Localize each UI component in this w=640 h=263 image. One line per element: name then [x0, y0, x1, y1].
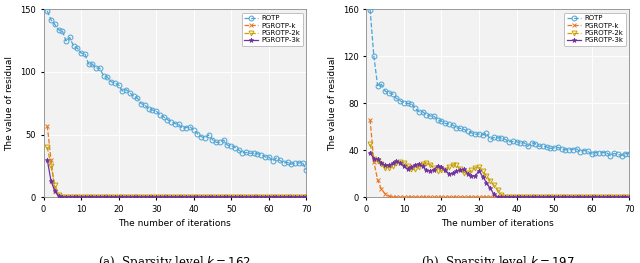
Legend: ROTP, PGROTP-k, PGROTP-2k, PGROTP-3k: ROTP, PGROTP-k, PGROTP-2k, PGROTP-3k [564, 13, 626, 46]
PGROTP-3k [66, 196, 74, 199]
PGROTP-3k [126, 196, 134, 199]
X-axis label: The number of iterations: The number of iterations [118, 219, 231, 229]
PGROTP-3k [190, 196, 198, 199]
PGROTP-3k [494, 196, 502, 199]
PGROTP-2k [108, 196, 115, 199]
ROTP [400, 101, 408, 104]
ROTP [265, 155, 273, 158]
PGROTP-k [265, 196, 273, 199]
PGROTP-3k [591, 196, 599, 199]
Line: PGROTP-k: PGROTP-k [367, 117, 632, 200]
Line: PGROTP-2k: PGROTP-2k [45, 145, 308, 200]
Legend: ROTP, PGROTP-k, PGROTP-2k, PGROTP-3k: ROTP, PGROTP-k, PGROTP-2k, PGROTP-3k [241, 13, 303, 46]
Line: PGROTP-2k: PGROTP-2k [367, 142, 632, 200]
ROTP [625, 152, 633, 155]
ROTP [186, 125, 194, 128]
PGROTP-2k [44, 145, 51, 149]
PGROTP-3k [513, 196, 520, 199]
ROTP [509, 140, 516, 143]
PGROTP-k [66, 196, 74, 199]
PGROTP-2k [625, 196, 633, 199]
ROTP [445, 123, 452, 126]
PGROTP-k [588, 196, 595, 199]
PGROTP-2k [513, 196, 520, 199]
PGROTP-k [108, 196, 115, 199]
ROTP [618, 154, 625, 157]
PGROTP-3k [108, 196, 115, 199]
PGROTP-3k [269, 196, 276, 199]
PGROTP-2k [269, 196, 276, 199]
ROTP [588, 152, 595, 155]
PGROTP-k [404, 196, 412, 199]
PGROTP-k [591, 196, 599, 199]
PGROTP-2k [400, 161, 408, 164]
Line: ROTP: ROTP [45, 8, 308, 173]
PGROTP-2k [303, 196, 310, 199]
ROTP [303, 169, 310, 172]
PGROTP-3k [588, 196, 595, 199]
PGROTP-k [366, 118, 374, 121]
PGROTP-2k [366, 143, 374, 146]
PGROTP-2k [445, 165, 452, 169]
PGROTP-k [625, 196, 633, 199]
Text: (b)  Sparsity level $k = 197$: (b) Sparsity level $k = 197$ [421, 254, 575, 263]
PGROTP-2k [591, 196, 599, 199]
PGROTP-k [449, 196, 456, 199]
PGROTP-2k [426, 163, 434, 166]
Y-axis label: The value of residual: The value of residual [328, 56, 337, 151]
PGROTP-k [190, 196, 198, 199]
PGROTP-k [81, 196, 88, 199]
Line: PGROTP-k: PGROTP-k [45, 123, 308, 200]
PGROTP-3k [426, 169, 434, 173]
PGROTP-k [400, 196, 408, 199]
ROTP [122, 88, 130, 91]
PGROTP-2k [190, 196, 198, 199]
PGROTP-2k [62, 196, 70, 199]
ROTP [111, 82, 118, 85]
PGROTP-3k [81, 196, 88, 199]
ROTP [366, 8, 374, 11]
ROTP [584, 150, 591, 153]
ROTP [44, 9, 51, 12]
X-axis label: The number of iterations: The number of iterations [442, 219, 554, 229]
Line: PGROTP-3k: PGROTP-3k [45, 157, 308, 200]
PGROTP-3k [303, 196, 310, 199]
ROTP [426, 114, 434, 118]
ROTP [104, 76, 111, 79]
PGROTP-3k [44, 158, 51, 161]
PGROTP-k [303, 196, 310, 199]
ROTP [261, 155, 269, 158]
PGROTP-2k [588, 196, 595, 199]
PGROTP-3k [625, 196, 633, 199]
PGROTP-3k [400, 165, 408, 168]
PGROTP-k [513, 196, 520, 199]
PGROTP-3k [265, 196, 273, 199]
PGROTP-3k [445, 172, 452, 175]
PGROTP-k [44, 124, 51, 127]
PGROTP-2k [81, 196, 88, 199]
Line: ROTP: ROTP [367, 7, 632, 158]
PGROTP-k [126, 196, 134, 199]
PGROTP-2k [265, 196, 273, 199]
PGROTP-k [269, 196, 276, 199]
PGROTP-3k [366, 151, 374, 154]
Line: PGROTP-3k: PGROTP-3k [367, 150, 632, 200]
PGROTP-2k [501, 196, 509, 199]
Y-axis label: The value of residual: The value of residual [6, 56, 15, 151]
Text: (a)  Sparsity level $k = 162$: (a) Sparsity level $k = 162$ [99, 254, 252, 263]
PGROTP-2k [126, 196, 134, 199]
PGROTP-k [430, 196, 438, 199]
